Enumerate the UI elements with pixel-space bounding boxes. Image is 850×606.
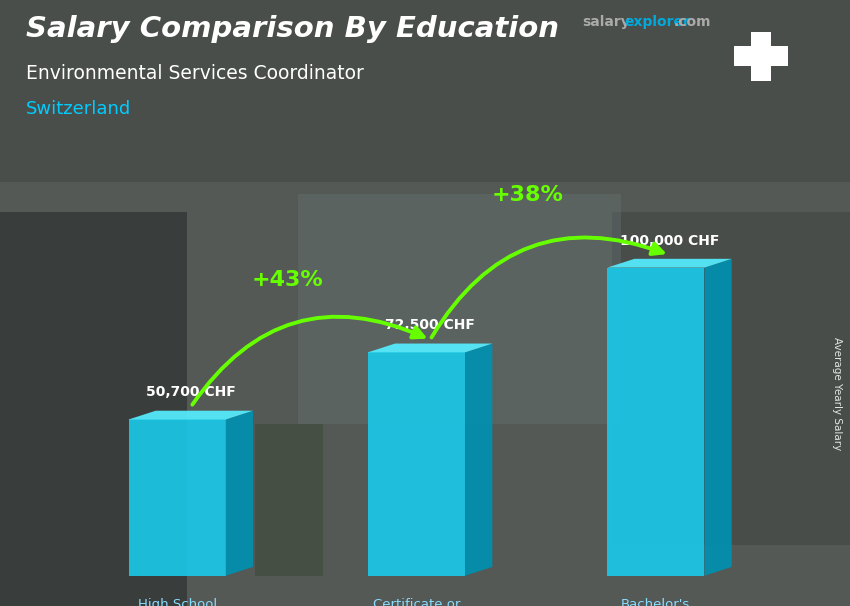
Polygon shape (734, 32, 788, 81)
Text: 50,700 CHF: 50,700 CHF (146, 385, 235, 399)
Text: explorer: explorer (625, 15, 690, 29)
Polygon shape (128, 419, 226, 576)
Text: +43%: +43% (252, 270, 324, 290)
Text: salary: salary (582, 15, 630, 29)
Text: High School: High School (138, 598, 217, 606)
Polygon shape (607, 268, 705, 576)
Polygon shape (368, 344, 492, 352)
Polygon shape (607, 259, 732, 268)
Text: 72,500 CHF: 72,500 CHF (385, 318, 475, 332)
Text: .com: .com (674, 15, 711, 29)
Text: Bachelor's
Degree: Bachelor's Degree (621, 598, 690, 606)
Polygon shape (226, 411, 253, 576)
Polygon shape (705, 259, 732, 576)
Text: Certificate or
Diploma: Certificate or Diploma (373, 598, 460, 606)
Text: Environmental Services Coordinator: Environmental Services Coordinator (26, 64, 363, 82)
Text: +38%: +38% (491, 185, 564, 205)
Text: Switzerland: Switzerland (26, 100, 131, 118)
Bar (0, 0, 850, 182)
Polygon shape (465, 344, 492, 576)
Bar (255, 424, 323, 576)
Text: Salary Comparison By Education: Salary Comparison By Education (26, 15, 558, 43)
Text: 100,000 CHF: 100,000 CHF (620, 233, 719, 247)
Polygon shape (128, 411, 253, 419)
Bar (612, 212, 850, 545)
Polygon shape (368, 352, 465, 576)
Bar (298, 194, 620, 424)
Text: Average Yearly Salary: Average Yearly Salary (832, 338, 842, 450)
Bar (0, 212, 187, 606)
